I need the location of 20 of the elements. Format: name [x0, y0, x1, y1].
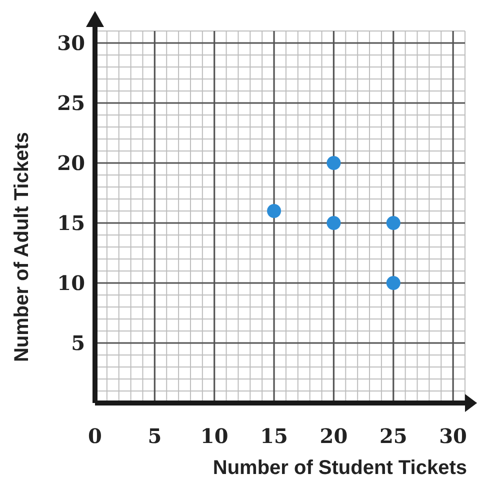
x-tick-label: 10 [200, 424, 228, 448]
point [386, 276, 400, 290]
point [326, 216, 341, 230]
y-tick-label: 5 [71, 331, 85, 355]
x-tick-label: 30 [439, 424, 467, 448]
x-tick-label: 25 [379, 424, 408, 448]
x-tick-label: 15 [260, 424, 288, 448]
y-tick-label: 20 [57, 151, 85, 175]
y-tick-label: 30 [57, 31, 85, 55]
x-tick-label: 5 [148, 424, 162, 448]
point [326, 156, 341, 170]
y-tick-label: 25 [57, 91, 85, 115]
y-tick-label: 15 [57, 211, 85, 235]
y-tick-label: 10 [57, 271, 85, 295]
y-axis-title: Number of Adult Tickets [11, 132, 33, 362]
x-tick-label: 0 [88, 424, 102, 448]
x-axis-title: Number of Student Tickets [212, 457, 467, 479]
point [267, 204, 282, 218]
point [386, 216, 400, 230]
x-tick-label: 20 [320, 424, 348, 448]
